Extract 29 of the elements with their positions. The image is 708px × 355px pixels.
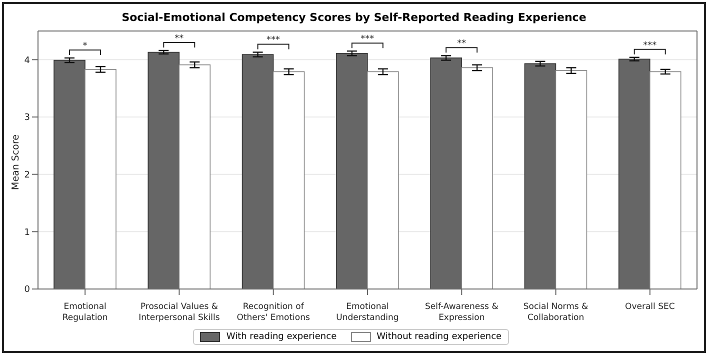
x-tick-label: Emotional Regulation xyxy=(62,302,108,323)
annotation: *** xyxy=(360,34,375,45)
y-tick-label: 1 xyxy=(24,228,30,238)
annotation: *** xyxy=(266,36,281,46)
annotation: ** xyxy=(457,39,467,50)
x-tick-label: Prosocial Values & Interpersonal Skills xyxy=(138,302,220,323)
bar xyxy=(84,69,116,289)
legend-label: Without reading experience xyxy=(376,332,502,342)
annotation: ** xyxy=(174,34,184,44)
annotation: * xyxy=(82,41,88,52)
bar xyxy=(555,70,588,289)
x-tick-label: Recognition of Others' Emotions xyxy=(236,302,311,323)
legend-label: With reading experience xyxy=(225,332,337,342)
bar xyxy=(178,64,211,289)
y-tick-label: 0 xyxy=(24,285,30,296)
y-tick-label: 2 xyxy=(24,170,30,181)
x-tick-label: Social Norms & Collaboration xyxy=(523,302,589,323)
bar xyxy=(649,71,682,289)
y-tick-label: 4 xyxy=(24,56,30,66)
x-tick-label: Overall SEC xyxy=(625,302,675,312)
bar xyxy=(272,71,305,289)
bar xyxy=(461,67,493,289)
x-tick-label: Self-Awareness & Expression xyxy=(424,302,499,323)
chart-title: Social-Emotional Competency Scores by Self-Reported Reading Experience xyxy=(120,11,588,26)
bar xyxy=(367,71,399,289)
y-tick-label: 3 xyxy=(24,113,30,124)
annotation: *** xyxy=(643,40,658,51)
x-tick-label: Emotional Understanding xyxy=(336,302,399,323)
y-axis-title: Mean Score xyxy=(10,134,22,190)
